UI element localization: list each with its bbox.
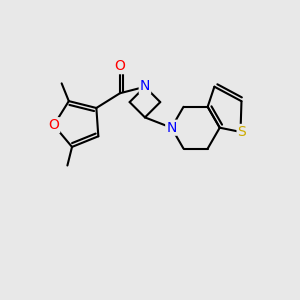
Text: O: O [115,59,125,73]
Text: O: O [48,118,59,132]
Text: N: N [166,121,177,135]
Text: N: N [140,79,150,93]
Text: S: S [238,125,246,139]
